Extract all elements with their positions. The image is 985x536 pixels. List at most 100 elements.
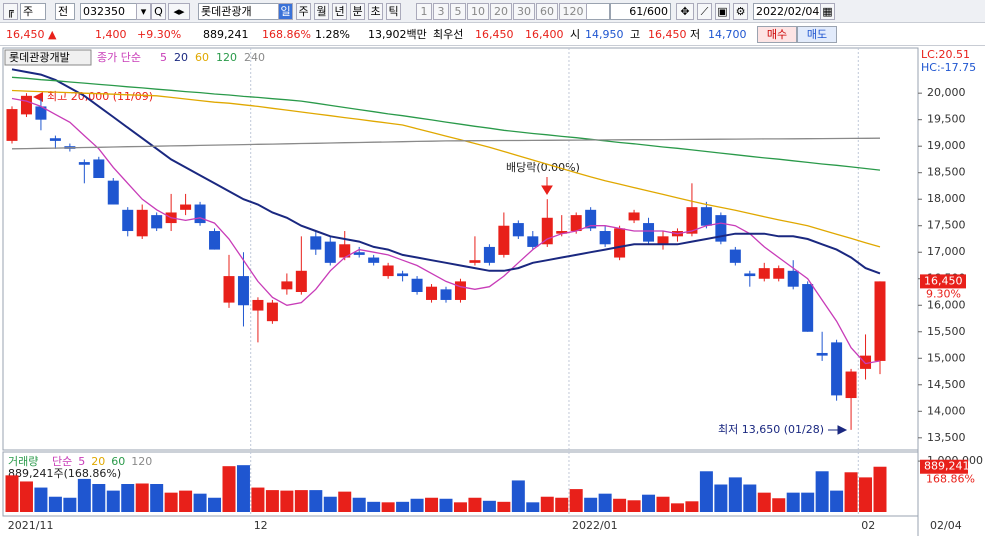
volume-bar	[598, 493, 612, 512]
candle-body	[773, 268, 785, 279]
arrow	[541, 177, 553, 195]
candle-body	[237, 276, 249, 306]
candle-body	[353, 252, 365, 255]
y-tick-label: 13,500	[927, 431, 966, 444]
tool-icon[interactable]: ▣	[715, 3, 730, 20]
volume-ratio: 168.86%	[262, 28, 311, 41]
candle-body	[440, 289, 452, 300]
candle-body	[729, 249, 741, 263]
minute-button[interactable]: 3	[433, 3, 449, 20]
change: 1,400	[95, 28, 127, 41]
type-select[interactable]: 전	[55, 3, 75, 20]
volume-bar	[323, 496, 337, 512]
period-button[interactable]: 일	[278, 3, 293, 20]
period-button[interactable]: 월	[314, 3, 329, 20]
candle-body	[541, 217, 553, 245]
search-icon[interactable]: Q	[151, 3, 166, 20]
candle-body	[469, 260, 481, 263]
candle-body	[715, 215, 727, 242]
volume-bar	[63, 497, 77, 512]
sell-button[interactable]: 매도	[797, 26, 837, 43]
volume-bar	[497, 501, 511, 512]
volume-bar	[48, 496, 62, 512]
minute-button[interactable]: 5	[450, 3, 466, 20]
candle-body	[136, 209, 148, 237]
candle-body	[122, 209, 134, 232]
minute-button[interactable]: 60	[536, 3, 558, 20]
lc: LC:20.51	[921, 48, 970, 61]
y-tick-label: 15,000	[927, 351, 966, 364]
legend-entry: 60	[195, 51, 209, 64]
stock-title-box	[4, 49, 92, 66]
candle-body	[527, 236, 539, 247]
turnover: 1.28%	[315, 28, 350, 41]
market-select[interactable]: 주	[20, 3, 46, 20]
volume-bar	[77, 478, 91, 512]
period-button[interactable]: 초	[368, 3, 383, 20]
legend-entry: 20	[91, 455, 105, 468]
volume-bar	[352, 497, 366, 512]
legend-entry: 단순	[52, 455, 72, 468]
minute-button[interactable]: 120	[559, 3, 587, 20]
code-input[interactable]: 032350	[80, 3, 138, 20]
background	[0, 46, 985, 536]
tool-icon[interactable]: ⟋	[697, 3, 712, 20]
volume-bar	[555, 497, 569, 512]
high-label: 고	[630, 28, 641, 41]
volume-bar	[699, 471, 713, 512]
arrow	[828, 425, 848, 435]
volume-title: 거래량	[8, 455, 38, 468]
moving-average	[11, 89, 881, 248]
y-tick-label: 17,500	[927, 219, 966, 232]
low: 14,700	[708, 28, 747, 41]
volume-bar	[656, 496, 670, 512]
volume-bar	[627, 500, 641, 512]
volume-bar	[106, 490, 120, 512]
volume-bar	[468, 497, 482, 512]
volume-bar	[251, 487, 265, 512]
tool-icon[interactable]: ✥	[676, 3, 694, 20]
candle-body	[382, 265, 394, 277]
candle-body	[816, 352, 828, 356]
candle-body	[483, 246, 495, 263]
volume-bar	[222, 466, 236, 512]
volume-bar	[280, 490, 294, 512]
y-tick-label: 18,500	[927, 166, 966, 179]
volume-bar	[801, 492, 815, 512]
candle-body	[426, 286, 438, 300]
volume-bar	[786, 492, 800, 512]
settings-icon[interactable]: ⚙	[733, 3, 748, 20]
candle-body	[411, 278, 423, 292]
candle-body	[686, 207, 698, 234]
period-button[interactable]: 틱	[386, 3, 401, 20]
menu-icon[interactable]: ╔	[3, 3, 18, 20]
prev-next[interactable]: ◂▸	[168, 3, 190, 20]
legend-entry: 240	[244, 51, 265, 64]
volume-bar	[743, 484, 757, 512]
dropdown[interactable]: ▾	[136, 3, 151, 20]
ask: 16,450	[475, 28, 514, 41]
calendar-icon[interactable]: ▦	[820, 3, 835, 20]
date-input[interactable]: 2022/02/04	[753, 3, 821, 20]
candle-body	[209, 231, 221, 250]
x-tick-label: 2022/01	[572, 519, 618, 532]
buy-button[interactable]: 매수	[757, 26, 797, 43]
candle-body	[324, 241, 336, 263]
minute-button[interactable]: 1	[416, 3, 432, 20]
low-label: 저	[690, 28, 701, 41]
moving-average	[11, 76, 881, 171]
volume-bar	[873, 466, 887, 512]
minute-button[interactable]: 20	[490, 3, 512, 20]
volume-bar	[5, 475, 19, 512]
info-bar: 16,450 ▲ 1,400 +9.30% 889,241 168.86% 1.…	[0, 23, 985, 46]
period-button[interactable]: 년	[332, 3, 347, 20]
volume-bar	[613, 498, 627, 512]
volume-bar	[92, 484, 106, 512]
minute-button[interactable]: 30	[513, 3, 535, 20]
minute-button[interactable]: 10	[467, 3, 489, 20]
period-button[interactable]: 분	[350, 3, 365, 20]
volume-bar	[381, 502, 395, 512]
candle-body	[643, 223, 655, 242]
volume-bar	[294, 490, 308, 512]
period-button[interactable]: 주	[296, 3, 311, 20]
